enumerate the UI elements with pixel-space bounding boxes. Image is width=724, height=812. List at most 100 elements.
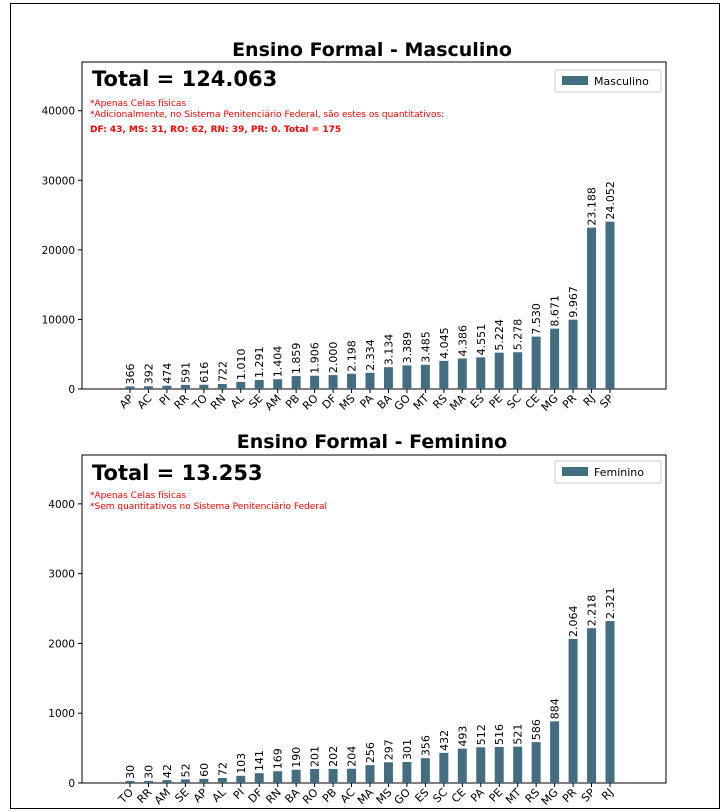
x-tick-label: PA [468, 786, 487, 805]
bar-value-label: 392 [142, 363, 155, 384]
x-tick-label: AM [263, 392, 284, 413]
bar-value-label: 432 [438, 730, 451, 751]
note-line-1: *Apenas Celas físicas [90, 99, 186, 109]
bar [402, 365, 412, 389]
x-tick-label: PI [231, 786, 247, 802]
bar-value-label: 30 [124, 765, 137, 779]
bar [125, 386, 135, 389]
y-tick-label: 2000 [48, 638, 75, 650]
total-label: Total = 124.063 [92, 67, 277, 91]
x-tick-label: PB [283, 392, 302, 411]
x-tick-label: PA [357, 392, 376, 411]
x-tick-label: TO [189, 392, 210, 413]
x-tick-label: SE [246, 392, 265, 411]
x-tick-label: PB [320, 786, 339, 805]
bar-value-label: 1.906 [309, 342, 322, 374]
x-tick-label: DF [320, 392, 340, 412]
bar [125, 780, 135, 783]
y-axis: 0 10000 20000 30000 40000 [42, 106, 82, 396]
bar-value-label: 493 [456, 726, 469, 747]
legend-swatch [562, 76, 588, 85]
x-tick-label: CE [449, 786, 469, 806]
x-tick-label: RR [135, 786, 155, 806]
y-tick-label: 40000 [42, 106, 75, 118]
bars [125, 221, 615, 389]
y-tick-label: 10000 [42, 314, 75, 326]
bar [568, 319, 578, 389]
bar [347, 768, 357, 783]
x-tick-label: RN [208, 392, 228, 412]
x-tick-label: MA [447, 392, 469, 414]
bar [162, 385, 172, 389]
x-tick-label: RO [300, 786, 321, 807]
bar-value-label: 356 [419, 735, 432, 756]
legend: Feminino [554, 460, 662, 484]
x-tick-label: AP [117, 392, 136, 411]
bar-value-label: 8.671 [549, 295, 562, 327]
y-tick-label: 30000 [42, 175, 75, 187]
bar-value-label: 3.389 [401, 332, 414, 364]
x-tick-label: MT [411, 392, 432, 413]
x-tick-label: PI [157, 392, 173, 408]
x-tick-label: AM [152, 786, 173, 807]
chart-masculino: Ensino Formal - Masculino Total = 124.06… [42, 39, 667, 414]
bar [273, 771, 283, 783]
figure-frame [10, 3, 720, 809]
bar [143, 386, 153, 389]
bar-value-label: 884 [549, 698, 562, 719]
legend: Masculino [554, 69, 662, 93]
bar-value-label: 24.052 [604, 181, 617, 220]
bar [476, 747, 486, 783]
bar-value-label: 512 [475, 724, 488, 745]
x-tick-label: MS [337, 392, 358, 413]
bar [273, 379, 283, 389]
legend-swatch [562, 467, 588, 476]
bar [402, 761, 412, 783]
x-tick-label: PE [487, 392, 506, 411]
bar-value-label: 4.386 [456, 325, 469, 357]
y-axis: 0 1000 2000 3000 4000 [48, 499, 82, 790]
x-tick-label: MS [374, 786, 395, 807]
bar-value-label: 201 [309, 746, 322, 767]
bar-value-label: 616 [198, 362, 211, 383]
bar-value-label: 42 [161, 764, 174, 778]
bar-value-label: 301 [401, 739, 414, 760]
bar-value-label: 1.010 [235, 348, 248, 380]
bar-value-label: 169 [272, 748, 285, 769]
chart-title: Ensino Formal - Feminino [237, 431, 507, 453]
bar-value-label: 1.291 [253, 347, 266, 379]
legend-label: Feminino [594, 466, 644, 479]
x-tick-label: RJ [581, 392, 598, 409]
x-tick-label: CE [523, 392, 543, 412]
x-tick-label: PR [560, 786, 580, 806]
note-line-3: DF: 43, MS: 31, RO: 62, RN: 39, PR: 0. T… [90, 125, 341, 135]
bar-value-label: 1.859 [290, 343, 303, 375]
y-tick-label: 0 [68, 384, 75, 396]
bar [254, 773, 264, 783]
x-tick-label: AC [338, 786, 358, 806]
bar-value-label: 1.404 [272, 346, 285, 378]
bar-value-label: 297 [382, 739, 395, 760]
bar [365, 372, 375, 389]
x-tick-label: AL [228, 391, 247, 410]
value-labels: 366 392 474 591 616 722 1.010 1.291 1.404 1.859 1.… [124, 181, 617, 384]
bar-value-label: 141 [253, 750, 266, 771]
bar-value-label: 3.134 [382, 334, 395, 366]
x-tick-label: SP [579, 786, 598, 805]
x-tick-label: RS [430, 392, 450, 412]
x-tick-label: RR [171, 392, 191, 412]
bar-value-label: 5.224 [493, 319, 506, 351]
y-tick-label: 4000 [48, 499, 75, 511]
bar [494, 746, 504, 783]
note-line-2: *Sem quantitativos no Sistema Penitenciá… [90, 502, 327, 512]
bar-value-label: 2.218 [586, 595, 599, 627]
bar [236, 381, 246, 389]
bar-value-label: 2.321 [604, 588, 617, 620]
x-tick-label: BA [375, 392, 395, 412]
bar [420, 758, 430, 783]
bar [180, 384, 190, 389]
bar-value-label: 4.551 [475, 324, 488, 356]
legend-box [554, 460, 662, 484]
y-tick-label: 3000 [48, 569, 75, 581]
